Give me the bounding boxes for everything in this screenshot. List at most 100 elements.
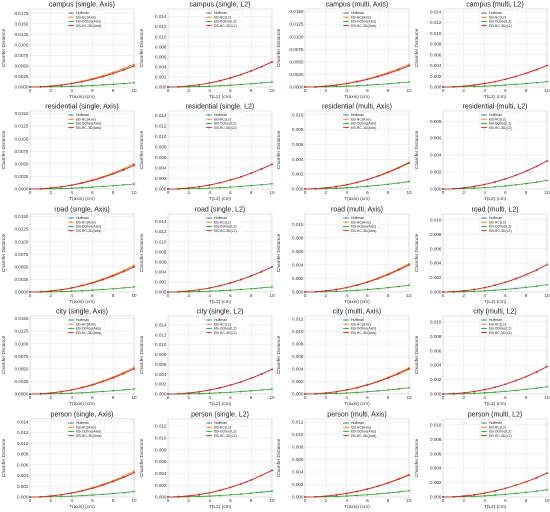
- x-axis-label: T(L2) (cm): [208, 401, 231, 407]
- data-point: [197, 288, 200, 291]
- y-tick-label: 0.002: [430, 74, 442, 79]
- legend-marker: [70, 122, 72, 125]
- y-tick-label: 0.002: [292, 172, 304, 177]
- data-point: [249, 69, 252, 72]
- y-tick-label: 0.008: [17, 451, 29, 456]
- legend-marker: [345, 434, 347, 436]
- data-point: [314, 85, 317, 88]
- legend-label: EB-HC-3D(Axis): [76, 331, 101, 335]
- data-point: [452, 392, 454, 395]
- legend-label: EB-HC-3D(L2): [213, 331, 236, 335]
- chart-panel: 0 2 4 6 8 10 0.0000 0.0025 0.0050 0.0075 0.0100 0.0…: [0, 307, 138, 409]
- data-point: [218, 387, 221, 389]
- x-tick-label: 6: [504, 498, 507, 503]
- data-point: [524, 82, 527, 85]
- y-tick-label: 0.006: [430, 52, 442, 57]
- data-point: [112, 480, 115, 482]
- y-tick-label: 0.0075: [14, 252, 28, 257]
- chart-panel: 0 2 4 6 8 10 0.000 0.002 0.004 0.006 0.008 0.010 roa…: [413, 205, 550, 307]
- legend-label: EB-HC(L2): [488, 118, 505, 122]
- data-point: [177, 188, 179, 191]
- data-point: [218, 289, 221, 292]
- x-tick-label: 10: [131, 190, 137, 195]
- legend-marker: [482, 118, 485, 121]
- legend-marker: [207, 24, 210, 27]
- y-tick-label: 0.002: [17, 483, 29, 488]
- data-point: [208, 187, 210, 190]
- legend-box: [203, 317, 243, 337]
- data-point: [376, 381, 379, 383]
- data-point: [197, 85, 200, 88]
- y-axis-label: Chamfer Distance: [139, 233, 145, 272]
- data-point: [345, 494, 348, 497]
- data-point: [270, 469, 273, 471]
- data-point: [483, 85, 485, 88]
- data-point: [345, 85, 348, 88]
- data-point: [133, 285, 135, 288]
- x-tick-label: 8: [249, 190, 252, 195]
- x-tick-label: 10: [406, 498, 412, 503]
- y-tick-label: 0.004: [292, 367, 304, 372]
- data-point: [376, 492, 379, 495]
- x-tick-label: 8: [387, 190, 390, 195]
- legend-label: Huffman: [213, 421, 226, 425]
- data-point: [524, 375, 527, 378]
- legend-marker: [345, 114, 347, 117]
- data-point: [249, 172, 252, 175]
- legend-label: EB-Octree(L2): [213, 224, 235, 228]
- plot-frame: [442, 213, 547, 293]
- x-tick-label: 2: [187, 88, 190, 93]
- data-point: [133, 265, 135, 268]
- data-point: [208, 392, 210, 395]
- legend-marker: [482, 12, 485, 14]
- data-point: [514, 287, 517, 290]
- data-point: [112, 390, 115, 392]
- x-tick-label: 0: [166, 498, 169, 503]
- data-point: [60, 85, 63, 88]
- legend-label: Huffman: [76, 114, 89, 118]
- data-point: [356, 391, 358, 394]
- legend-box: [66, 419, 105, 439]
- legend-label: EB-HC(Axis): [351, 15, 371, 19]
- legend-marker: [70, 16, 72, 18]
- chart-panel: 0 2 4 6 8 10 0.000 0.002 0.004 0.006 0.008 resident…: [413, 102, 550, 204]
- data-point: [228, 186, 231, 189]
- y-tick-label: 0.010: [155, 239, 167, 244]
- data-point: [260, 286, 262, 289]
- data-point: [101, 84, 104, 86]
- data-point: [260, 184, 262, 187]
- y-tick-label: 0.002: [155, 382, 167, 387]
- data-point: [304, 393, 306, 396]
- x-tick-label: 4: [208, 293, 211, 298]
- data-point: [335, 392, 338, 395]
- legend-label: EB-HC-3D(L2): [213, 433, 236, 437]
- legend-label: EB-HC-3D(Axis): [76, 24, 101, 28]
- y-tick-label: 0.000: [292, 494, 304, 499]
- data-point: [122, 474, 125, 477]
- data-point: [345, 184, 348, 187]
- legend-label: EB-HC-3D(L2): [213, 126, 236, 130]
- legend-label: EB-Octree(L2): [488, 20, 510, 24]
- data-point: [345, 82, 348, 85]
- data-point: [39, 85, 42, 88]
- x-tick-label: 10: [131, 395, 137, 400]
- legend-label: EB-HC(Axis): [76, 220, 96, 224]
- plot-frame: [29, 315, 135, 395]
- data-point: [112, 274, 115, 277]
- data-point: [483, 183, 485, 186]
- data-point: [366, 185, 369, 188]
- data-point: [345, 286, 348, 289]
- data-point: [122, 269, 125, 272]
- y-tick-label: 0.0000: [14, 85, 28, 90]
- legend-marker: [482, 434, 485, 436]
- x-tick-label: 8: [112, 395, 115, 400]
- y-axis-label: Chamfer Distance: [1, 438, 7, 477]
- plot-frame: [167, 111, 272, 190]
- legend-label: EB-Octree(Axis): [76, 327, 101, 331]
- legend-marker: [207, 225, 210, 227]
- y-tick-label: 0.002: [155, 176, 167, 181]
- data-point: [239, 381, 242, 383]
- data-point: [101, 483, 104, 486]
- x-tick-label: 0: [166, 190, 169, 195]
- data-point: [387, 82, 390, 85]
